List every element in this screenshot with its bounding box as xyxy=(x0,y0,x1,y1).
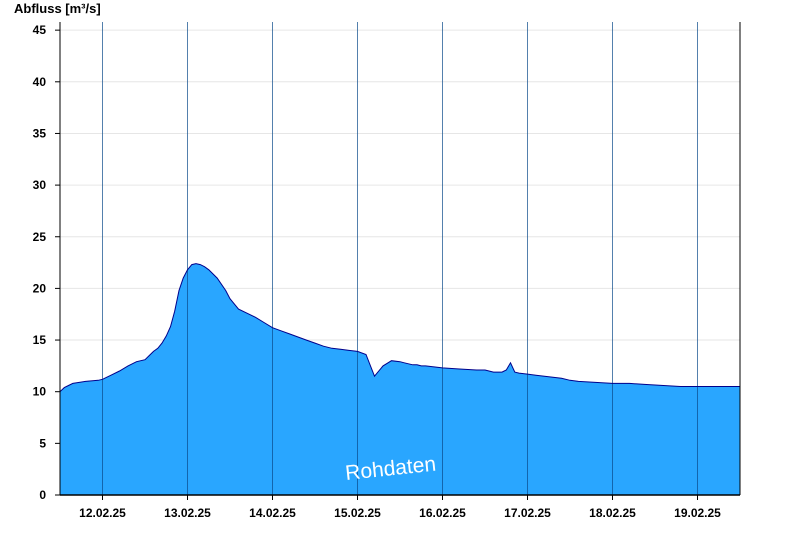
x-tick-label: 16.02.25 xyxy=(419,506,466,520)
day-separator-lines xyxy=(102,22,698,495)
x-tick-label: 17.02.25 xyxy=(504,506,551,520)
x-tick-label: 18.02.25 xyxy=(589,506,636,520)
y-tick-label: 20 xyxy=(33,281,47,295)
y-tick-label: 45 xyxy=(33,23,47,37)
x-tick-label: 12.02.25 xyxy=(79,506,126,520)
x-tick-label: 14.02.25 xyxy=(249,506,296,520)
axes xyxy=(59,22,741,496)
x-tick-label: 19.02.25 xyxy=(674,506,721,520)
discharge-line xyxy=(59,263,740,393)
y-axis-ticks: 0 5 10 15 20 25 30 35 40 45 xyxy=(33,23,60,502)
y-tick-label: 15 xyxy=(33,333,47,347)
x-tick-label: 13.02.25 xyxy=(164,506,211,520)
y-tick-label: 35 xyxy=(33,126,47,140)
y-tick-label: 40 xyxy=(33,75,47,89)
x-axis-ticks: 12.02.25 13.02.25 14.02.25 15.02.25 16.02.25… xyxy=(79,495,721,520)
y-tick-label: 25 xyxy=(33,230,47,244)
x-tick-label: 15.02.25 xyxy=(334,506,381,520)
discharge-area xyxy=(60,263,740,495)
y-tick-label: 10 xyxy=(33,385,47,399)
y-tick-label: 0 xyxy=(39,488,46,502)
y-tick-label: 5 xyxy=(39,436,46,450)
y-tick-label: 30 xyxy=(33,178,47,192)
y-axis-label: Abfluss [m³/s] xyxy=(14,1,101,16)
